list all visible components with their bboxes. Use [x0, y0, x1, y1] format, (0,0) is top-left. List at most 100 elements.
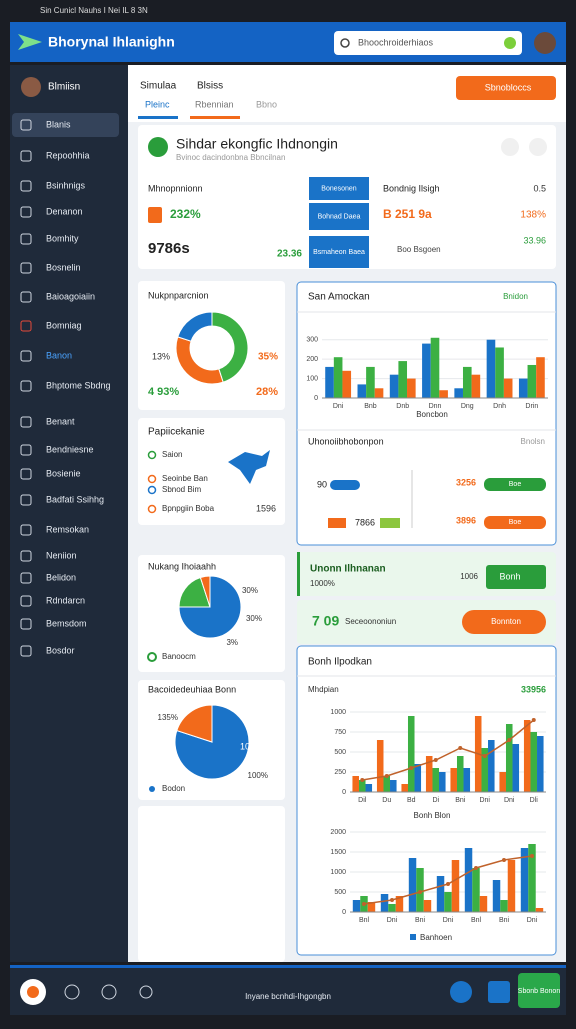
bar — [439, 772, 446, 792]
bar — [479, 896, 488, 912]
bar — [365, 784, 373, 792]
label: Bnolsn — [521, 437, 545, 446]
bar — [507, 860, 516, 912]
x-tick-label: Dnb — [396, 403, 409, 410]
bar — [423, 900, 432, 912]
bar — [486, 339, 496, 398]
trend-point — [433, 758, 438, 762]
bar — [389, 374, 399, 398]
search-box[interactable] — [334, 31, 522, 55]
card-button[interactable] — [501, 138, 519, 156]
nav-icon — [20, 550, 32, 562]
alert-accent — [297, 552, 300, 596]
map-shape — [228, 450, 270, 484]
label: 1006 — [460, 572, 478, 581]
y-tick-label: 300 — [306, 337, 318, 344]
legend-label: Banhoen — [420, 933, 452, 942]
label: 30% — [242, 586, 258, 595]
bar — [512, 744, 520, 792]
label: 13% — [152, 351, 170, 361]
logo — [18, 34, 42, 50]
bar — [527, 364, 537, 398]
tab: Simulaa — [140, 81, 177, 92]
summary-icon — [148, 137, 168, 157]
bar — [471, 374, 481, 398]
bar — [430, 337, 440, 398]
alert-button[interactable] — [486, 565, 546, 589]
nav-icon — [20, 645, 32, 657]
bottom-button[interactable] — [518, 973, 560, 1008]
nav-icon — [20, 150, 32, 162]
nav-icon — [20, 524, 32, 536]
card-title: Papiicekanie — [148, 427, 205, 438]
bottom-icon[interactable] — [64, 984, 80, 1000]
x-tick-label: Di — [432, 797, 439, 804]
card-title: Bacoidedeuhiaa Bonn — [148, 684, 236, 694]
label: 135% — [158, 713, 178, 722]
x-tick-label: Dni — [333, 403, 344, 410]
bottom-icon[interactable] — [450, 981, 472, 1003]
trend-point — [507, 738, 512, 742]
nav-icon — [20, 572, 32, 584]
x-tick-label: Drin — [525, 403, 538, 410]
bar — [481, 748, 489, 792]
action-button[interactable] — [462, 610, 546, 634]
summary-button-label: Bonesonen — [321, 185, 357, 192]
y-tick-label: 1000 — [330, 709, 346, 716]
bar — [383, 776, 391, 792]
bar — [439, 390, 448, 398]
label: 100% — [248, 771, 268, 780]
bar — [454, 388, 463, 398]
pie-slice — [178, 576, 211, 608]
nav-icon — [20, 206, 32, 218]
summary-subtitle: Bvinoc dacindonbna Bbncilnan — [176, 153, 285, 162]
y-tick-label: 100 — [306, 375, 318, 382]
label: Seceoononiun — [345, 617, 396, 626]
trend-point — [530, 854, 534, 858]
bottom-icon[interactable] — [101, 984, 117, 1000]
bar — [395, 896, 404, 912]
x-tick-label: Dni — [387, 917, 398, 924]
nav-item: Repoohhia — [46, 150, 90, 160]
label: 33956 — [521, 684, 546, 694]
label: 9786s — [148, 240, 190, 257]
bottom-text: Inyane bcnhdi-Ihgongbn — [245, 992, 331, 1001]
card-button[interactable] — [529, 138, 547, 156]
summary-button[interactable] — [309, 177, 369, 200]
summary-button[interactable] — [309, 203, 369, 230]
nav-item: Banon — [46, 350, 72, 360]
avatar[interactable] — [534, 32, 556, 54]
x-tick-label: Bd — [407, 797, 416, 804]
nav-item: Neniion — [46, 550, 77, 560]
summary-button[interactable] — [309, 236, 369, 268]
bar — [380, 894, 389, 912]
search-button[interactable] — [504, 37, 516, 49]
trend-point — [390, 898, 394, 902]
y-tick-label: 1500 — [330, 849, 346, 856]
tab-button[interactable] — [456, 76, 556, 100]
bottom-icon[interactable] — [488, 981, 510, 1003]
pill — [484, 516, 546, 529]
bar — [463, 768, 471, 792]
progress-bar — [330, 480, 360, 490]
x-tick-label: Bni — [499, 917, 510, 924]
bar — [472, 868, 480, 912]
label: 232% — [170, 207, 201, 221]
active-item — [12, 113, 119, 137]
label: 3256 — [456, 477, 476, 487]
bar — [367, 902, 376, 912]
x-tick-label: Dng — [461, 403, 474, 410]
bottom-icon-dot — [27, 986, 39, 998]
pie-slice — [178, 575, 242, 639]
progress-bar — [328, 518, 346, 528]
y-tick-label: 200 — [306, 356, 318, 363]
nav-item: Benant — [46, 416, 75, 426]
label: 30% — [246, 614, 262, 623]
list-bullet — [147, 504, 157, 514]
list-card — [138, 418, 285, 525]
bottom-icon[interactable] — [139, 985, 153, 999]
bar — [537, 736, 544, 792]
summary-title: Sihdar ekongfic Ihdnongin — [176, 136, 338, 152]
